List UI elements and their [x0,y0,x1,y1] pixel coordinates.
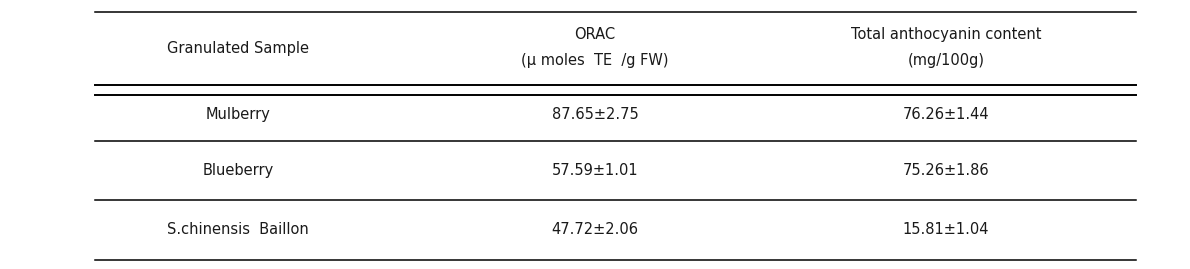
Text: S.chinensis  Baillon: S.chinensis Baillon [167,222,309,238]
Text: Blueberry: Blueberry [202,163,274,178]
Text: ORAC: ORAC [575,27,615,43]
Text: 47.72±2.06: 47.72±2.06 [551,222,639,238]
Text: 76.26±1.44: 76.26±1.44 [903,107,989,122]
Text: 87.65±2.75: 87.65±2.75 [552,107,638,122]
Text: (mg/100g): (mg/100g) [908,53,984,68]
Text: 15.81±1.04: 15.81±1.04 [903,222,989,238]
Text: Total anthocyanin content: Total anthocyanin content [851,27,1041,43]
Text: Granulated Sample: Granulated Sample [167,41,309,56]
Text: 57.59±1.01: 57.59±1.01 [552,163,638,178]
Text: (μ moles  TE  /g FW): (μ moles TE /g FW) [521,53,669,68]
Text: 75.26±1.86: 75.26±1.86 [903,163,989,178]
Text: Mulberry: Mulberry [206,107,270,122]
